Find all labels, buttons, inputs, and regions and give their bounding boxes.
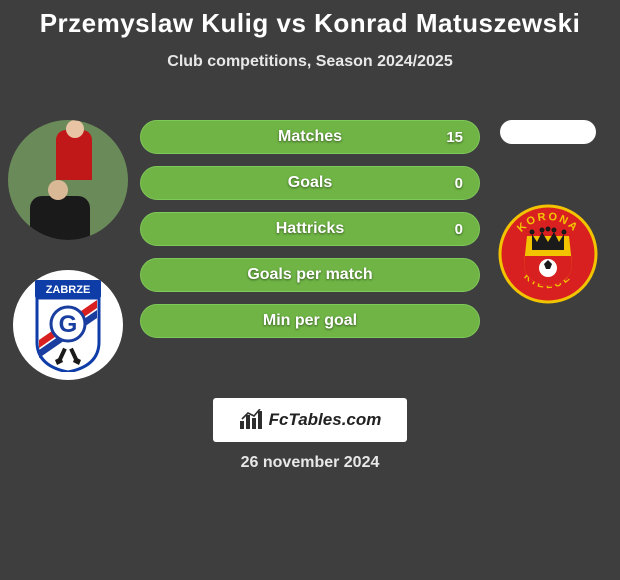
player-photo-right-placeholder <box>500 120 596 144</box>
stats-bars: Matches 15 Goals 0 Hattricks 0 Goals per… <box>140 120 480 350</box>
stat-label: Min per goal <box>263 312 357 330</box>
fctables-logo[interactable]: FcTables.com <box>213 398 407 442</box>
page-title: Przemyslaw Kulig vs Konrad Matuszewski <box>0 0 620 39</box>
subtitle: Club competitions, Season 2024/2025 <box>0 53 620 71</box>
right-column: KORONA KIELCE <box>488 120 608 304</box>
stat-label: Goals per match <box>247 266 372 284</box>
club-logo-gornik: ZABRZE G <box>13 270 123 380</box>
bar-chart-icon <box>239 409 265 431</box>
korona-badge-icon: KORONA KIELCE <box>498 204 598 304</box>
stat-value: 0 <box>455 221 463 238</box>
stat-bar-hattricks: Hattricks 0 <box>140 212 480 246</box>
stat-label: Goals <box>288 174 332 192</box>
stat-bar-min-per-goal: Min per goal <box>140 304 480 338</box>
svg-text:G: G <box>59 311 78 338</box>
left-column: ZABRZE G <box>8 120 128 380</box>
stat-label: Hattricks <box>276 220 344 238</box>
stat-bar-goals-per-match: Goals per match <box>140 258 480 292</box>
stat-bar-matches: Matches 15 <box>140 120 480 154</box>
stat-value: 0 <box>455 175 463 192</box>
stat-label: Matches <box>278 128 342 146</box>
gornik-shield-icon: ZABRZE G <box>33 280 103 372</box>
stat-value: 15 <box>446 129 463 146</box>
club-logo-korona: KORONA KIELCE <box>498 204 598 304</box>
svg-text:ZABRZE: ZABRZE <box>46 284 91 296</box>
stat-bar-goals: Goals 0 <box>140 166 480 200</box>
date-text: 26 november 2024 <box>241 454 380 472</box>
player-photo-left <box>8 120 128 240</box>
fctables-text: FcTables.com <box>269 410 382 430</box>
